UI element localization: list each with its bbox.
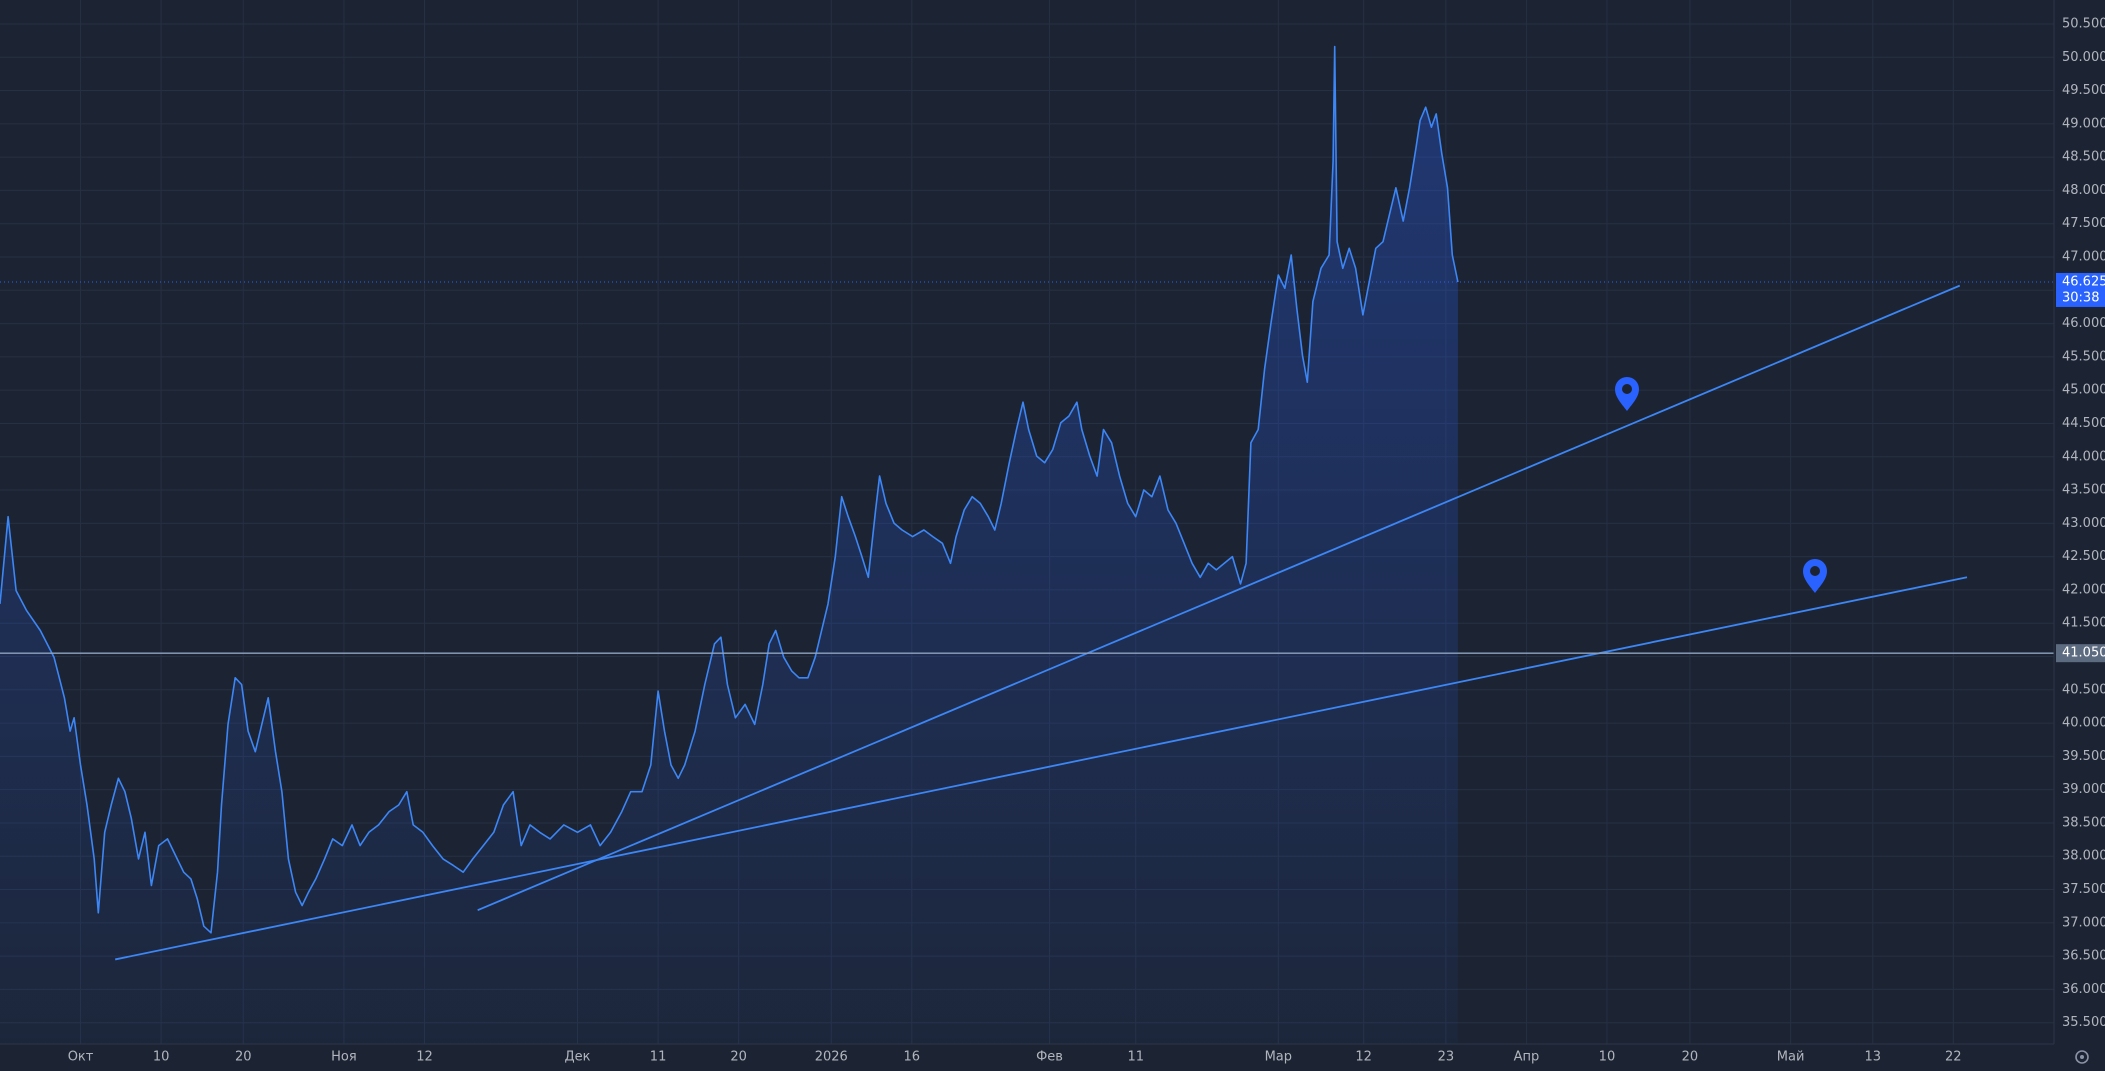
y-tick-label: 44.000: [2062, 449, 2105, 464]
x-tick-label: 10: [1599, 1050, 1616, 1065]
y-tick-label: 40.500: [2062, 682, 2105, 697]
area-fill: [0, 46, 1458, 1045]
y-tick-label: 43.500: [2062, 483, 2105, 498]
y-tick-label: 37.500: [2062, 882, 2105, 897]
x-tick-label: Окт: [68, 1050, 94, 1065]
y-tick-label: 42.500: [2062, 549, 2105, 564]
x-tick-label: 13: [1864, 1050, 1881, 1065]
y-tick-label: 44.500: [2062, 416, 2105, 431]
x-tick-label: 12: [1355, 1050, 1372, 1065]
y-tick-label: 40.000: [2062, 716, 2105, 731]
x-tick-label: 20: [1682, 1050, 1699, 1065]
y-tick-label: 50.500: [2062, 16, 2105, 31]
x-tick-label: 12: [416, 1050, 433, 1065]
x-tick-label: Мар: [1265, 1050, 1292, 1065]
y-tick-label: 37.000: [2062, 915, 2105, 930]
y-tick-label: 50.000: [2062, 50, 2105, 65]
x-tick-label: 10: [153, 1050, 170, 1065]
y-tick-label: 39.500: [2062, 749, 2105, 764]
trend-line: [477, 284, 1961, 912]
y-tick-label: 42.000: [2062, 582, 2105, 597]
y-tick-label: 47.500: [2062, 216, 2105, 231]
y-tick-label: 49.500: [2062, 83, 2105, 98]
x-tick-label: 2026: [815, 1050, 848, 1065]
x-tick-label: Дек: [565, 1050, 591, 1065]
y-tick-label: 41.500: [2062, 616, 2105, 631]
horizontal-line-tag: [2056, 644, 2105, 663]
y-tick-label: 47.000: [2062, 250, 2105, 265]
plot-area: [0, 45, 2054, 1045]
horizontal-line-label: 41.050: [2062, 646, 2105, 661]
x-tick-label: Апр: [1514, 1050, 1540, 1065]
last-price-tag: [2056, 272, 2105, 307]
pin-marker[interactable]: [1615, 377, 1639, 411]
last-price-label: 46.625: [2062, 274, 2105, 289]
y-tick-label: 46.000: [2062, 316, 2105, 331]
x-tick-label: Ноя: [331, 1050, 357, 1065]
x-tick-label: 20: [235, 1050, 252, 1065]
settings-button[interactable]: [2075, 1050, 2089, 1064]
y-tick-label: 43.000: [2062, 516, 2105, 531]
y-tick-label: 38.500: [2062, 815, 2105, 830]
price-line: [0, 45, 1459, 934]
x-tick-label: 11: [650, 1050, 667, 1065]
x-tick-label: 11: [1127, 1050, 1144, 1065]
y-tick-label: 45.000: [2062, 383, 2105, 398]
y-tick-label: 39.000: [2062, 782, 2105, 797]
y-tick-label: 36.500: [2062, 949, 2105, 964]
y-tick-label: 48.500: [2062, 150, 2105, 165]
y-tick-label: 48.000: [2062, 183, 2105, 198]
axes: 35.500 36.000 36.500 37.000 37.500 38.000 38.5…: [68, 16, 2105, 1065]
x-tick-label: 22: [1945, 1050, 1962, 1065]
y-tick-label: 49.000: [2062, 116, 2105, 131]
y-tick-label: 36.000: [2062, 982, 2105, 997]
x-tick-label: 23: [1438, 1050, 1455, 1065]
y-tick-label: 45.500: [2062, 349, 2105, 364]
x-tick-label: 20: [730, 1050, 747, 1065]
x-tick-label: 16: [904, 1050, 921, 1065]
x-tick-label: Май: [1777, 1050, 1805, 1065]
y-tick-label: 38.000: [2062, 849, 2105, 864]
trend-line: [115, 576, 1968, 961]
countdown-label: 30:38: [2062, 290, 2099, 305]
pin-marker[interactable]: [1803, 559, 1827, 593]
x-tick-label: Фев: [1036, 1050, 1063, 1065]
y-tick-label: 35.500: [2062, 1015, 2105, 1030]
